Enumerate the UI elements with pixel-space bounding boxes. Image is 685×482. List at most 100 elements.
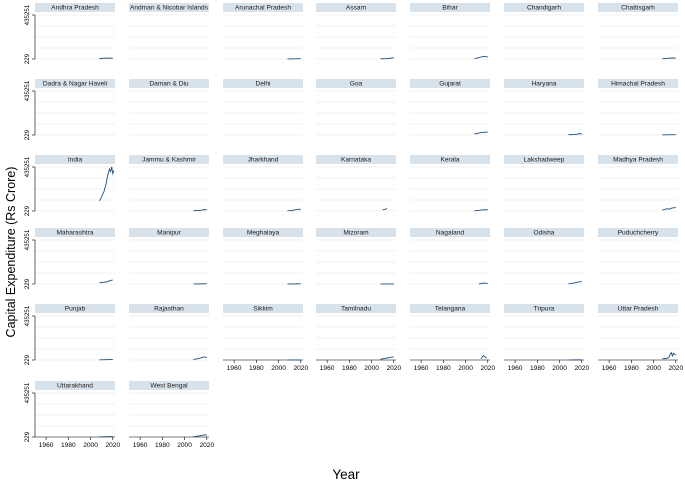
y-tick-label: 435251	[24, 305, 31, 326]
panel: Lakshadweep	[504, 155, 584, 212]
panel: Haryana	[504, 79, 584, 136]
panel-header	[129, 3, 209, 12]
panel-title: Andhra Pradesh	[51, 5, 99, 12]
panel-title: West Bengal	[150, 383, 188, 390]
x-tick-label: 1960	[508, 365, 523, 372]
panel-header	[223, 228, 303, 237]
series-line	[99, 57, 113, 60]
y-tick-label: 229	[24, 354, 31, 365]
panel-header	[316, 228, 396, 237]
panel-title: Lakshadweep	[524, 157, 565, 164]
series-line	[478, 282, 488, 285]
panel-header	[35, 79, 115, 88]
panel-header	[223, 155, 303, 164]
y-tick-label: 229	[24, 431, 31, 442]
series-line	[474, 55, 488, 59]
panel-title: Karnataka	[341, 157, 371, 164]
x-tick-label: 2020	[480, 365, 495, 372]
panel-title: Assam	[346, 5, 367, 12]
panel: Maharashtra 435251 229	[24, 228, 115, 289]
panel: Telangana 1960 1980 2000 2020	[410, 304, 495, 372]
panel-header	[129, 155, 209, 164]
x-tick-label: 1960	[602, 365, 617, 372]
panel-title: Odisha	[534, 230, 555, 237]
x-tick-label: 1980	[342, 365, 357, 372]
panel-header	[410, 304, 490, 313]
x-tick-label: 1960	[133, 442, 148, 449]
panel-title: Haryana	[532, 81, 557, 88]
panel-title: India	[68, 157, 83, 164]
y-tick-label: 435251	[24, 80, 31, 101]
panel: Jharkhand	[223, 155, 303, 212]
panel: Kerala	[410, 155, 490, 212]
x-tick-label: 1960	[39, 442, 54, 449]
panel-header	[504, 3, 584, 12]
panel-title: Nagaland	[436, 230, 465, 237]
panel-header	[35, 228, 115, 237]
panel-header	[223, 79, 303, 88]
panel-header	[598, 228, 678, 237]
panel-header	[504, 228, 584, 237]
panel-title: Bihar	[442, 5, 458, 12]
x-tick-label: 1980	[155, 442, 170, 449]
panel: West Bengal 1960 1980 2000 2020	[129, 381, 214, 449]
x-tick-label: 2000	[458, 365, 473, 372]
panel-title: Uttar Pradesh	[618, 306, 659, 313]
x-tick-label: 1980	[61, 442, 76, 449]
panel-header	[223, 304, 303, 313]
y-tick-label: 229	[24, 205, 31, 216]
panel: Andhra Pradesh 435251 229	[24, 3, 115, 64]
x-tick-label: 2020	[105, 442, 120, 449]
x-tick-label: 2000	[552, 365, 567, 372]
series-line	[480, 354, 487, 360]
panel: Uttar Pradesh 1960 1980 2000 2020	[598, 304, 683, 372]
panel: Chattisgarh	[598, 3, 678, 60]
panel: India 435251 229	[24, 155, 115, 216]
panel-header	[35, 155, 115, 164]
panel-title: Puduchcherry	[618, 230, 659, 237]
series-line	[474, 131, 488, 135]
panel-title: Jammu & Kashmir	[142, 157, 197, 164]
panel-header	[598, 79, 678, 88]
panel: Tripura 1960 1980 2000 2020	[504, 304, 589, 372]
panel-header	[129, 79, 209, 88]
series-line	[662, 207, 676, 211]
panel-header	[504, 155, 584, 164]
panel-title: Arunachal Pradesh	[235, 5, 291, 12]
series-line	[474, 209, 488, 212]
panel-title: Telangana	[435, 306, 466, 313]
panel-title: Uttarakhand	[57, 383, 93, 390]
panel: Arunachal Pradesh	[223, 3, 303, 60]
panel: Delhi	[223, 79, 303, 136]
y-tick-label: 435251	[24, 4, 31, 25]
x-tick-label: 1980	[249, 365, 264, 372]
x-tick-label: 2000	[177, 442, 192, 449]
y-tick-label: 435251	[24, 382, 31, 403]
series-line	[382, 208, 388, 211]
panel: Dadra & Nagar Haveli 435251 229	[24, 79, 115, 140]
series-line	[193, 356, 207, 360]
panel: Punjab 435251 229	[24, 304, 115, 365]
panel-title: Goa	[350, 81, 363, 88]
panel-header	[35, 3, 115, 12]
panel-title: Madhya Pradesh	[613, 157, 663, 164]
panel: Assam	[316, 3, 396, 60]
panel-header	[316, 3, 396, 12]
x-tick-label: 2000	[271, 365, 286, 372]
panel-header	[598, 3, 678, 12]
y-tick-label: 229	[24, 129, 31, 140]
x-tick-label: 2020	[668, 365, 683, 372]
series-line	[287, 208, 301, 212]
panel-title: Sikkim	[253, 306, 273, 313]
panel-header	[129, 304, 209, 313]
x-tick-label: 2000	[364, 365, 379, 372]
panel: Andman & Nicobar Islands	[129, 3, 209, 60]
panel: Jammu & Kashmir	[129, 155, 209, 212]
panel-header	[35, 381, 115, 390]
panel-title: Maharashtra	[56, 230, 93, 237]
x-axis-label: Year	[332, 467, 360, 482]
panel: Mizoram	[316, 228, 396, 285]
y-axis-label: Capital Expenditure (Rs Crore)	[4, 167, 18, 338]
panel: Puduchcherry	[598, 228, 678, 285]
panel: Tamilnadu 1960 1980 2000 2020	[316, 304, 401, 372]
